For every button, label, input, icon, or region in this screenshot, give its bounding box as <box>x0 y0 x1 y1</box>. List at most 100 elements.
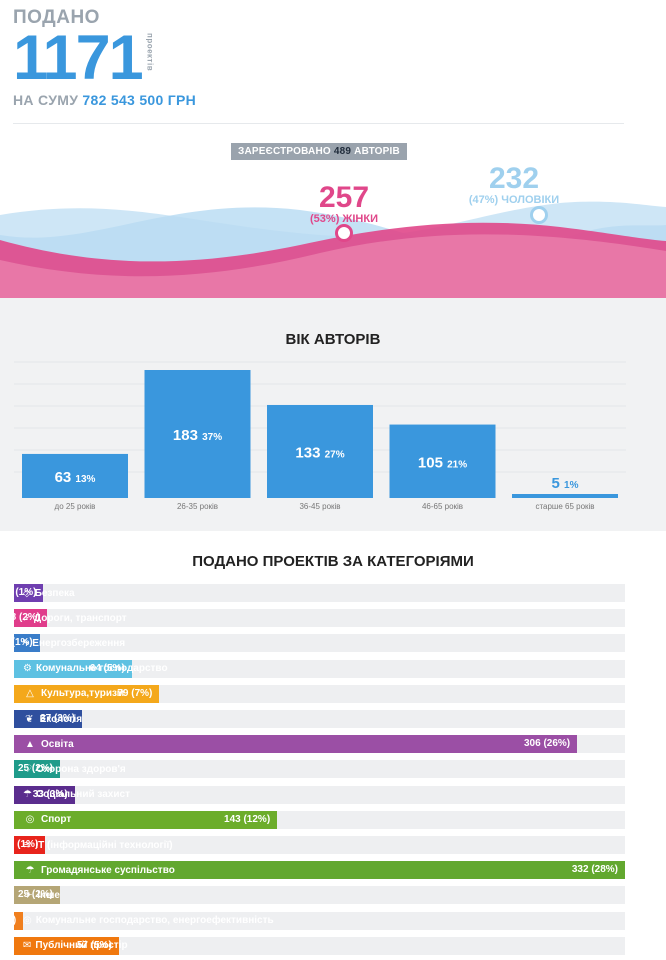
age-bar-value: 133 27% <box>295 444 344 461</box>
category-row: ✉ Публічний простір 57 (5%) <box>14 936 625 955</box>
category-row: ❦ Екологія 37 (3%) <box>14 710 625 728</box>
gender-wave <box>0 201 666 298</box>
women-marker <box>335 224 353 242</box>
projects-unit: проектів <box>145 33 155 72</box>
age-bar-label: старше 65 років <box>535 502 594 511</box>
category-row: ≋ IT (інформаційні технології) 17 (1%) <box>3 836 625 854</box>
category-row: ☂ Соціальний захист 33 (3%) <box>14 785 625 804</box>
wifi-icon: ≋ <box>23 839 32 851</box>
age-bar <box>389 424 496 498</box>
age-bar <box>144 370 251 498</box>
category-row: ♡ Охорона здоров'я 25 (2%) <box>14 760 625 779</box>
category-row: ◎ Спорт 143 (12%) <box>14 810 625 829</box>
sum-value: 782 543 500 <box>82 92 164 108</box>
category-bar: ✈ Інше 25 (2%) <box>14 886 60 905</box>
age-bar-label: до 25 років <box>55 502 96 511</box>
category-bar: ◎ Комунальне господарство, енергоефективн… <box>0 911 274 930</box>
summary-header: ПОДАНО 1171 проектів НА СУМУ 782 543 500… <box>13 7 196 109</box>
category-label: Інше <box>37 889 60 901</box>
women-label: (53%) ЖІНКИ <box>310 213 378 225</box>
category-value: 37 (3%) <box>40 713 76 724</box>
category-bar: ≋ IT (інформаційні технології) 17 (1%) <box>3 836 173 854</box>
category-label: Публічний простір <box>35 940 128 952</box>
bench-icon: ✉ <box>23 940 32 952</box>
category-label: Комунальне господарство <box>35 663 168 675</box>
sum-currency: ГРН <box>167 92 197 108</box>
age-chart-panel: ВІК АВТОРІВ 63 13% до 25 років 183 37% 26-3… <box>0 298 666 531</box>
category-bar: ϟ Енергозбереження 14 (1%) <box>0 634 125 653</box>
grad-cap-icon: ▲ <box>25 738 35 750</box>
category-value: 64 (5%) <box>89 662 125 674</box>
registered-badge: ЗАРЕЄСТРОВАНО 489 АВТОРІВ <box>231 143 407 160</box>
tool-icon: ⚙ <box>23 663 32 675</box>
category-bar: ❦ Екологія 37 (3%) <box>14 710 83 728</box>
category-value: 79 (7%) <box>117 687 153 699</box>
megaphone-icon: ☂ <box>25 864 35 876</box>
age-bar-value: 63 13% <box>55 469 96 486</box>
category-label: Освіта <box>41 738 74 750</box>
category-label: Екологія <box>39 713 83 725</box>
category-value: 14 (1%) <box>0 637 33 649</box>
heart-icon: ♡ <box>23 763 32 775</box>
paper-plane-icon: ✈ <box>23 889 33 901</box>
category-value: 332 (28%) <box>571 864 618 876</box>
gear-icon: ◎ <box>23 915 32 927</box>
category-value: 17 (1%) <box>3 839 39 850</box>
categories-chart-title: ПОДАНО ПРОЕКТІВ ЗА КАТЕГОРІЯМИ <box>192 553 474 570</box>
age-bar-value: 5 1% <box>552 475 579 492</box>
men-label: (47%) ЧОЛОВІКИ <box>468 194 560 206</box>
age-chart: 63 13% до 25 років 183 37% 26-35 років 133 2… <box>14 361 626 511</box>
men-marker <box>530 206 548 224</box>
category-value: 25 (2%) <box>17 763 53 775</box>
age-bar-value: 183 37% <box>173 427 222 444</box>
shield-icon: ◇ <box>23 587 31 599</box>
projects-count: 1171 <box>13 23 144 93</box>
category-value: 143 (12%) <box>224 813 271 825</box>
category-row: ⚡ Дороги, транспорт 18 (2%) <box>5 609 625 628</box>
bolt-icon: ϟ <box>23 637 29 649</box>
category-bar: ◇ Безпека 16 (1%) <box>1 584 75 602</box>
category-label: IT (інформаційні технології) <box>35 839 173 851</box>
registered-count: 489 <box>333 146 352 157</box>
category-value: 306 (26%) <box>524 738 571 750</box>
category-row: ◇ Безпека 16 (1%) <box>1 584 625 602</box>
category-bar: ◎ Спорт 143 (12%) <box>14 810 278 829</box>
category-label: Енергозбереження <box>32 637 126 649</box>
road-icon: ⚡ <box>23 612 31 624</box>
age-bar <box>22 453 128 498</box>
women-stat: 257 (53%) ЖІНКИ <box>288 181 400 226</box>
category-bar: ✉ Публічний простір 57 (5%) <box>14 936 128 955</box>
category-value: 16 (1%) <box>1 587 37 598</box>
category-bar: ⚙ Комунальне господарство 64 (5%) <box>14 659 168 678</box>
age-chart-title: ВІК АВТОРІВ <box>285 331 381 348</box>
divider <box>13 123 624 124</box>
leaf-icon: ❦ <box>25 713 34 725</box>
category-label: Охорона здоров'я <box>35 763 126 775</box>
category-bar: △ Культура,туризм 79 (7%) <box>14 684 160 703</box>
category-bar: ☂ Соціальний захист 33 (3%) <box>14 785 130 804</box>
category-label: Громадянське суспільство <box>41 864 175 876</box>
category-bar: ☂ Громадянське суспільство 332 (28%) <box>14 861 625 880</box>
age-bar-value: 105 21% <box>418 454 467 471</box>
registered-prefix: ЗАРЕЄСТРОВАНО <box>238 146 331 157</box>
category-value: 25 (2%) <box>17 889 53 901</box>
category-label: Спорт <box>41 814 72 826</box>
category-bar: ▲ Освіта 306 (26%) <box>14 735 578 754</box>
category-label: Безпека <box>34 587 75 599</box>
ball-icon: ◎ <box>25 814 35 826</box>
submitted-label: ПОДАНО <box>13 7 100 28</box>
category-bar: ♡ Охорона здоров'я 25 (2%) <box>14 760 126 779</box>
registered-suffix: АВТОРІВ <box>354 146 400 157</box>
women-count: 257 <box>318 181 370 214</box>
age-bar-label: 36-45 років <box>299 502 340 511</box>
category-row: △ Культура,туризм 79 (7%) <box>14 684 625 703</box>
category-row: ϟ Енергозбереження 14 (1%) <box>0 634 625 653</box>
men-stat: 232 (47%) ЧОЛОВІКИ <box>458 164 570 207</box>
total-sum: НА СУМУ 782 543 500 ГРН <box>13 92 196 108</box>
category-row: ◎ Комунальне господарство, енергоефективн… <box>0 911 625 930</box>
category-label: Дороги, транспорт <box>34 612 127 624</box>
category-row: ▲ Освіта 306 (26%) <box>14 735 625 754</box>
sum-prefix: НА СУМУ <box>13 92 79 108</box>
tent-icon: △ <box>26 688 34 700</box>
category-row: ⚙ Комунальне господарство 64 (5%) <box>14 659 625 678</box>
